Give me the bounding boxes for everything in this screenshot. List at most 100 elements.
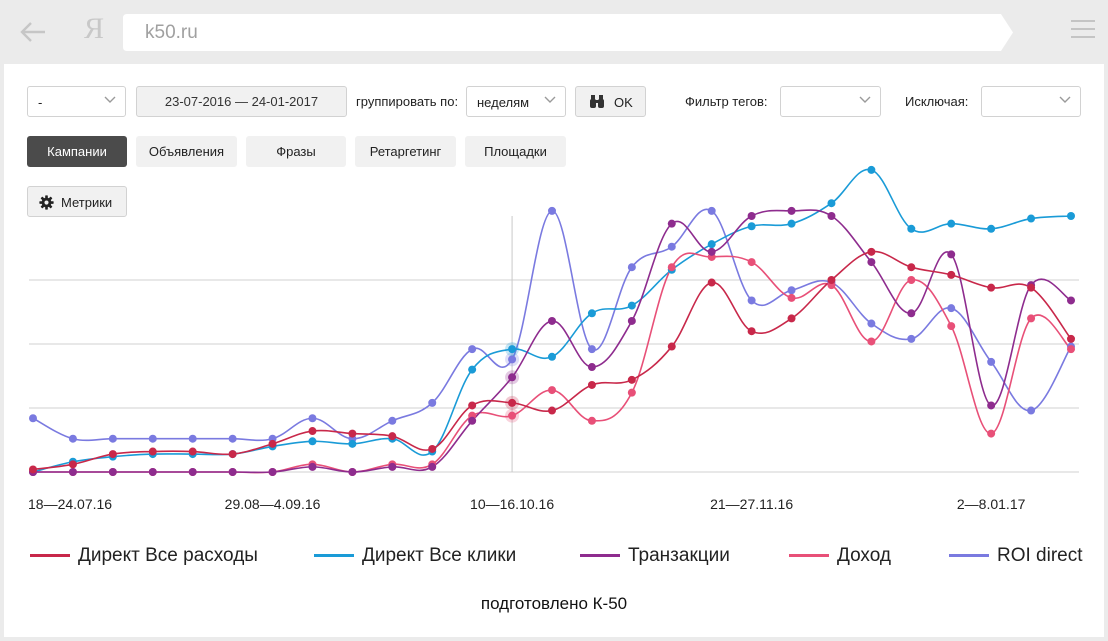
ok-button[interactable]: OK — [575, 86, 646, 117]
data-point — [907, 263, 916, 272]
data-point — [1027, 283, 1036, 292]
date-range-field[interactable]: 23-07-2016 — 24-01-2017 — [136, 86, 347, 117]
data-point — [428, 444, 437, 453]
data-point — [587, 363, 596, 372]
group-by-value: неделям — [477, 95, 530, 110]
data-point — [787, 206, 796, 215]
back-arrow-icon[interactable] — [18, 17, 48, 47]
data-point — [1027, 406, 1036, 415]
data-point — [308, 414, 317, 423]
legend-label: Директ Все клики — [362, 545, 517, 566]
data-point — [348, 439, 357, 448]
first-select[interactable]: - — [27, 86, 126, 117]
data-point — [907, 334, 916, 343]
data-point — [707, 247, 716, 256]
data-point — [228, 450, 237, 459]
data-point — [308, 427, 317, 436]
data-point — [1067, 296, 1075, 305]
exclude-label: Исключая: — [905, 94, 969, 109]
data-point — [428, 462, 437, 471]
data-point — [667, 219, 676, 228]
data-point — [587, 345, 596, 354]
data-point — [667, 263, 676, 272]
data-point — [707, 278, 716, 287]
data-point — [348, 429, 357, 438]
data-point — [68, 434, 77, 443]
data-point — [747, 296, 756, 305]
address-bar[interactable]: k50.ru — [123, 14, 1013, 51]
data-point — [947, 270, 956, 279]
data-point — [508, 398, 517, 407]
data-point — [747, 212, 756, 220]
tab-retargeting[interactable]: Ретаргетинг — [355, 136, 456, 167]
tab-placements[interactable]: Площадки — [465, 136, 566, 167]
data-point — [1067, 334, 1075, 343]
data-point — [627, 316, 636, 325]
data-point — [508, 411, 517, 420]
menu-icon[interactable] — [1071, 20, 1095, 40]
data-point — [627, 375, 636, 384]
page-content: - 23-07-2016 — 24-01-2017 группировать п… — [4, 64, 1104, 637]
data-point — [787, 314, 796, 323]
data-point — [907, 276, 916, 284]
group-by-label: группировать по: — [356, 94, 459, 109]
x-tick-label: 2—8.01.17 — [957, 496, 1026, 512]
data-point — [148, 434, 157, 443]
series-line — [33, 252, 1072, 474]
chart-grid — [29, 279, 1079, 473]
data-point — [747, 327, 756, 336]
data-point — [468, 345, 477, 354]
data-point — [747, 222, 756, 231]
data-point — [29, 465, 37, 474]
tag-filter-select[interactable] — [780, 86, 881, 117]
data-point — [388, 432, 397, 441]
data-point — [148, 468, 157, 476]
data-point — [867, 258, 876, 267]
exclude-select[interactable] — [981, 86, 1081, 117]
x-tick-label: 18—24.07.16 — [28, 496, 112, 512]
data-point — [108, 468, 117, 476]
metrics-button[interactable]: Метрики — [27, 186, 127, 217]
x-axis-labels: 18—24.07.16 29.08—4.09.16 10—16.10.16 21—27… — [28, 496, 1026, 512]
line-chart: 18—24.07.16 29.08—4.09.16 10—16.10.16 21—27… — [28, 165, 1079, 512]
data-point — [188, 468, 197, 476]
data-point — [627, 388, 636, 397]
series-line — [33, 209, 1072, 474]
data-point — [228, 468, 237, 476]
legend-label: ROI direct — [997, 545, 1083, 566]
group-by-select[interactable]: неделям — [466, 86, 566, 117]
data-point — [867, 319, 876, 328]
data-point — [667, 242, 676, 251]
browser-toolbar: Я k50.ru — [0, 0, 1108, 64]
tab-phrases[interactable]: Фразы — [246, 136, 346, 167]
url-text: k50.ru — [145, 22, 198, 43]
data-point — [548, 316, 556, 325]
yandex-logo[interactable]: Я — [84, 12, 105, 45]
tab-ads[interactable]: Объявления — [136, 136, 237, 167]
series-line — [32, 208, 1072, 442]
data-point — [68, 468, 77, 476]
data-point — [268, 468, 277, 476]
data-point — [1027, 214, 1036, 223]
data-point — [747, 258, 756, 267]
binoculars-icon — [590, 95, 604, 108]
data-point — [428, 398, 437, 407]
data-point — [1067, 212, 1075, 220]
data-point — [587, 380, 596, 389]
data-point — [987, 283, 996, 292]
data-point — [548, 352, 556, 361]
data-point — [947, 322, 956, 331]
data-point — [508, 355, 517, 364]
tab-campaigns[interactable]: Кампании — [27, 136, 127, 167]
data-point — [348, 468, 357, 476]
data-point — [907, 224, 916, 233]
legend-swatch — [30, 554, 70, 557]
data-point — [548, 406, 556, 415]
data-point — [468, 416, 477, 425]
data-point — [1027, 314, 1036, 323]
data-point — [667, 342, 676, 351]
data-point — [548, 386, 556, 395]
data-point — [468, 365, 477, 374]
footer-credit: подготовлено К-50 — [480, 594, 628, 613]
data-point — [587, 416, 596, 425]
